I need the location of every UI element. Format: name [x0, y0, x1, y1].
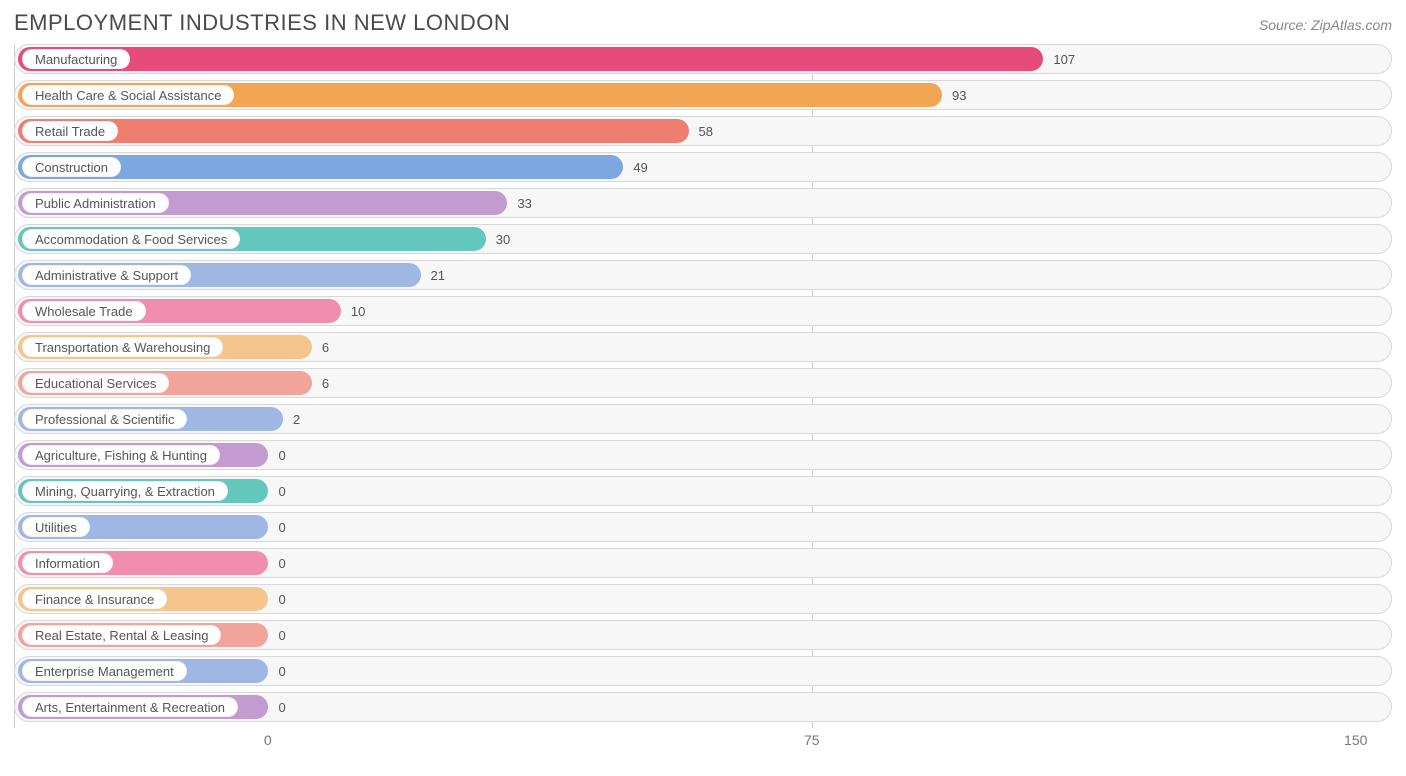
bar-row: Real Estate, Rental & Leasing 0 — [14, 620, 1392, 650]
bar-row: Retail Trade 58 — [14, 116, 1392, 146]
bar-row: Agriculture, Fishing & Hunting 0 — [14, 440, 1392, 470]
bar-row: Arts, Entertainment & Recreation 0 — [14, 692, 1392, 722]
axis-tick: 150 — [1344, 732, 1367, 748]
bar-row: Health Care & Social Assistance 93 — [14, 80, 1392, 110]
bar-row: Professional & Scientific 2 — [14, 404, 1392, 434]
bar-label-pill: Information — [22, 553, 113, 573]
axis-tick: 0 — [264, 732, 272, 748]
bar-row: Enterprise Management 0 — [14, 656, 1392, 686]
bar-value: 33 — [509, 189, 531, 217]
bar-label-pill: Administrative & Support — [22, 265, 191, 285]
bar-row: Construction 49 — [14, 152, 1392, 182]
bar-value: 0 — [270, 477, 285, 505]
bar-label-pill: Retail Trade — [22, 121, 118, 141]
bar-value: 0 — [270, 585, 285, 613]
bar-label-pill: Mining, Quarrying, & Extraction — [22, 481, 228, 501]
bar-value: 0 — [270, 513, 285, 541]
bar-value: 0 — [270, 621, 285, 649]
bar-value: 2 — [285, 405, 300, 433]
bar-label-pill: Enterprise Management — [22, 661, 187, 681]
bar-label-pill: Finance & Insurance — [22, 589, 167, 609]
bar-row: Manufacturing 107 — [14, 44, 1392, 74]
bar-row: Utilities 0 — [14, 512, 1392, 542]
bar-value: 0 — [270, 441, 285, 469]
bar-label-pill: Manufacturing — [22, 49, 130, 69]
bar-value: 6 — [314, 369, 329, 397]
bar-label-pill: Wholesale Trade — [22, 301, 146, 321]
bar-label-pill: Public Administration — [22, 193, 169, 213]
chart-title: EMPLOYMENT INDUSTRIES IN NEW LONDON — [14, 10, 510, 36]
bar-chart: Manufacturing 107 Health Care & Social Ass… — [14, 44, 1392, 752]
bar-label-pill: Arts, Entertainment & Recreation — [22, 697, 238, 717]
axis-tick: 75 — [804, 732, 820, 748]
bar-row: Administrative & Support 21 — [14, 260, 1392, 290]
bar-label-pill: Health Care & Social Assistance — [22, 85, 234, 105]
bar-row: Wholesale Trade 10 — [14, 296, 1392, 326]
bar-value: 0 — [270, 549, 285, 577]
bar-value: 30 — [488, 225, 510, 253]
bar-value: 49 — [625, 153, 647, 181]
bar-row: Mining, Quarrying, & Extraction 0 — [14, 476, 1392, 506]
bar-value: 0 — [270, 657, 285, 685]
bar-label-pill: Accommodation & Food Services — [22, 229, 240, 249]
bar-value: 6 — [314, 333, 329, 361]
bar-label-pill: Construction — [22, 157, 121, 177]
bar-row: Transportation & Warehousing 6 — [14, 332, 1392, 362]
bar-label-pill: Utilities — [22, 517, 90, 537]
bar-value: 0 — [270, 693, 285, 721]
chart-header: EMPLOYMENT INDUSTRIES IN NEW LONDON Sour… — [14, 10, 1392, 36]
bar-label-pill: Real Estate, Rental & Leasing — [22, 625, 221, 645]
source-name: ZipAtlas.com — [1311, 17, 1392, 33]
bar-label-pill: Agriculture, Fishing & Hunting — [22, 445, 220, 465]
bar-label-pill: Educational Services — [22, 373, 169, 393]
bar-label-pill: Transportation & Warehousing — [22, 337, 223, 357]
bar-fill — [18, 119, 689, 143]
bar-rows: Manufacturing 107 Health Care & Social Ass… — [14, 44, 1392, 722]
bar-value: 10 — [343, 297, 365, 325]
source-prefix: Source: — [1259, 17, 1311, 33]
bar-fill — [18, 47, 1043, 71]
bar-row: Educational Services 6 — [14, 368, 1392, 398]
bar-row: Accommodation & Food Services 30 — [14, 224, 1392, 254]
x-axis: 0 75 150 — [14, 728, 1392, 752]
bar-row: Finance & Insurance 0 — [14, 584, 1392, 614]
bar-value: 58 — [691, 117, 713, 145]
bar-value: 107 — [1045, 45, 1075, 73]
bar-value: 21 — [423, 261, 445, 289]
chart-source: Source: ZipAtlas.com — [1259, 17, 1392, 33]
bar-label-pill: Professional & Scientific — [22, 409, 187, 429]
bar-row: Public Administration 33 — [14, 188, 1392, 218]
bar-row: Information 0 — [14, 548, 1392, 578]
bar-value: 93 — [944, 81, 966, 109]
